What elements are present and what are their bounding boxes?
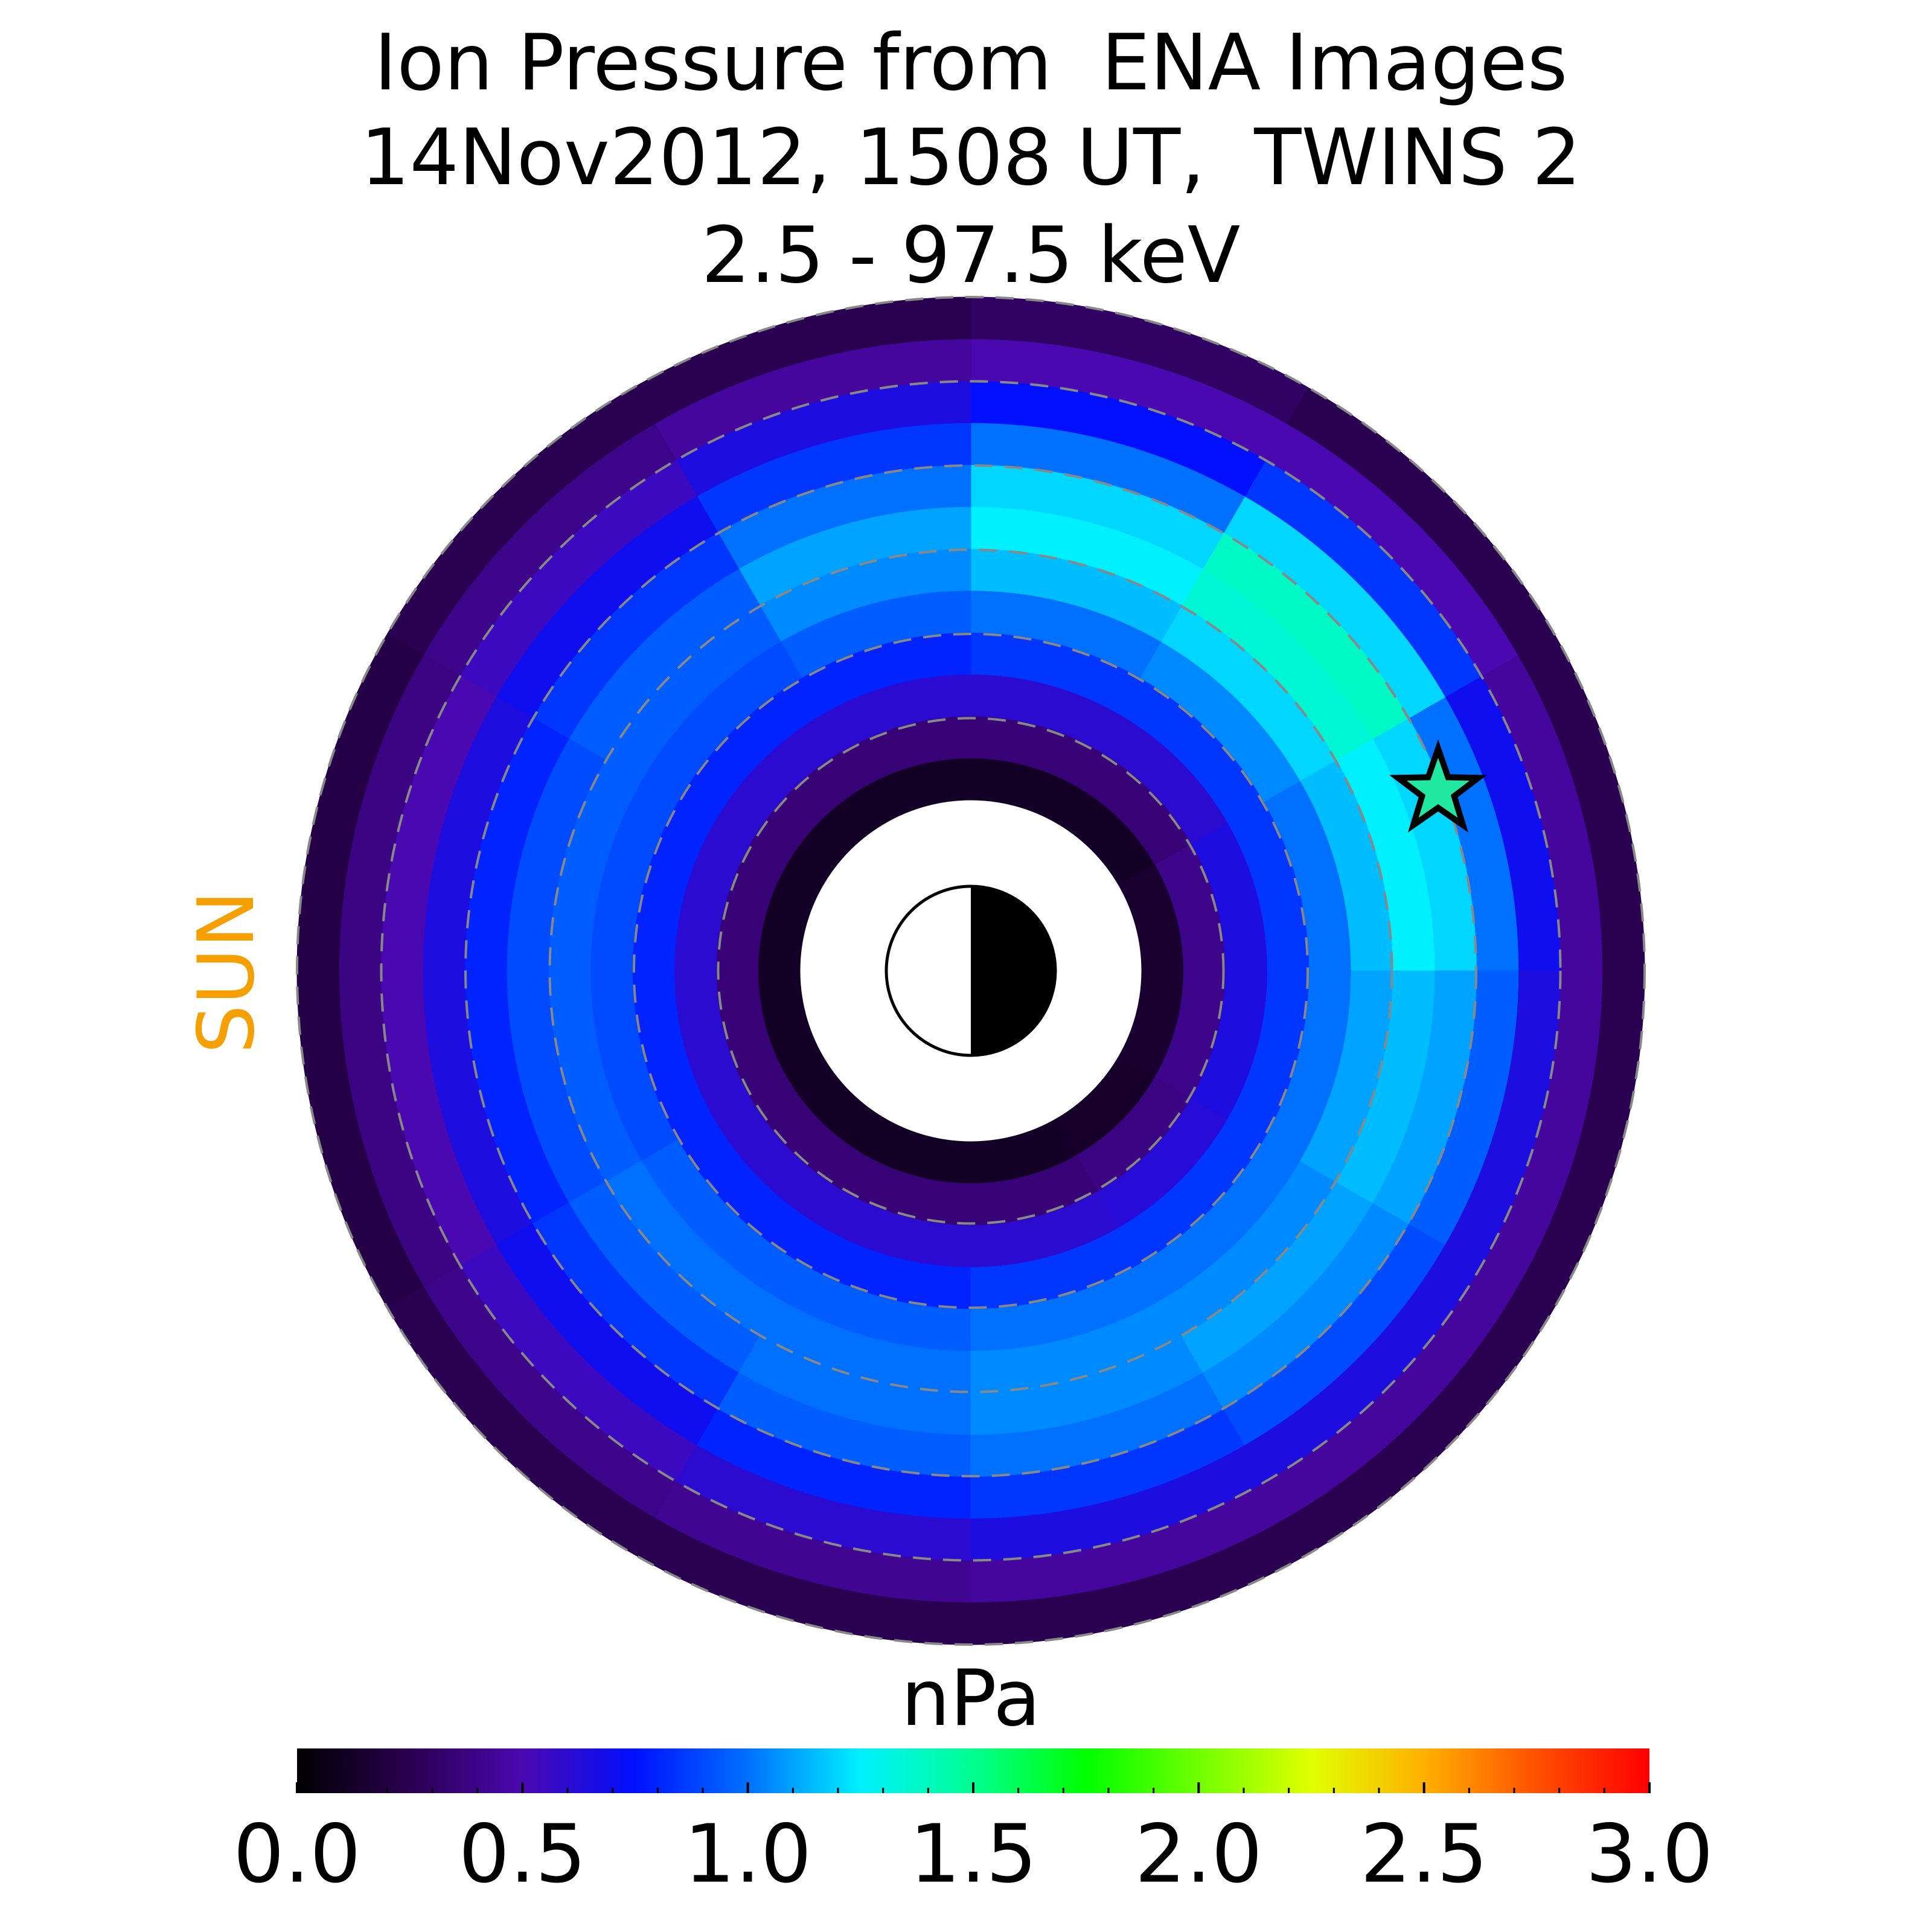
satellite-marker	[1389, 739, 1488, 833]
title-line: 14Nov2012, 1508 UT, TWINS 2	[360, 113, 1581, 203]
colorbar-tick-label: 0.5	[459, 1808, 587, 1901]
colorbar-tick-label: 1.0	[684, 1808, 812, 1901]
colorbar-tick-label: 0.0	[233, 1808, 361, 1901]
l-shell-circle	[548, 548, 1393, 1393]
l-shell-circle	[717, 717, 1225, 1225]
l-shell-circle	[633, 633, 1309, 1309]
colorbar-tick-label: 2.0	[1135, 1808, 1263, 1901]
l-shell-circle	[380, 380, 1562, 1562]
l-shell-circle	[296, 296, 1646, 1646]
l-shell-circle	[464, 464, 1477, 1477]
title-line: 2.5 - 97.5 keV	[702, 211, 1241, 301]
colorbar-tick-label: 1.5	[909, 1808, 1037, 1901]
colorbar-tick-label: 3.0	[1585, 1808, 1713, 1901]
colorbar-axis: 0.0 0.5 1.0 1.5 2.0 2.5 3.0	[233, 1782, 1713, 1901]
overlay	[296, 296, 1646, 1646]
colorbar-tick-label: 2.5	[1360, 1808, 1488, 1901]
sun-label: SUN	[182, 891, 272, 1054]
earth-night	[971, 886, 1055, 1055]
colorbar-label: nPa	[901, 1654, 1041, 1744]
title-line: Ion Pressure from ENA Images	[374, 18, 1568, 108]
